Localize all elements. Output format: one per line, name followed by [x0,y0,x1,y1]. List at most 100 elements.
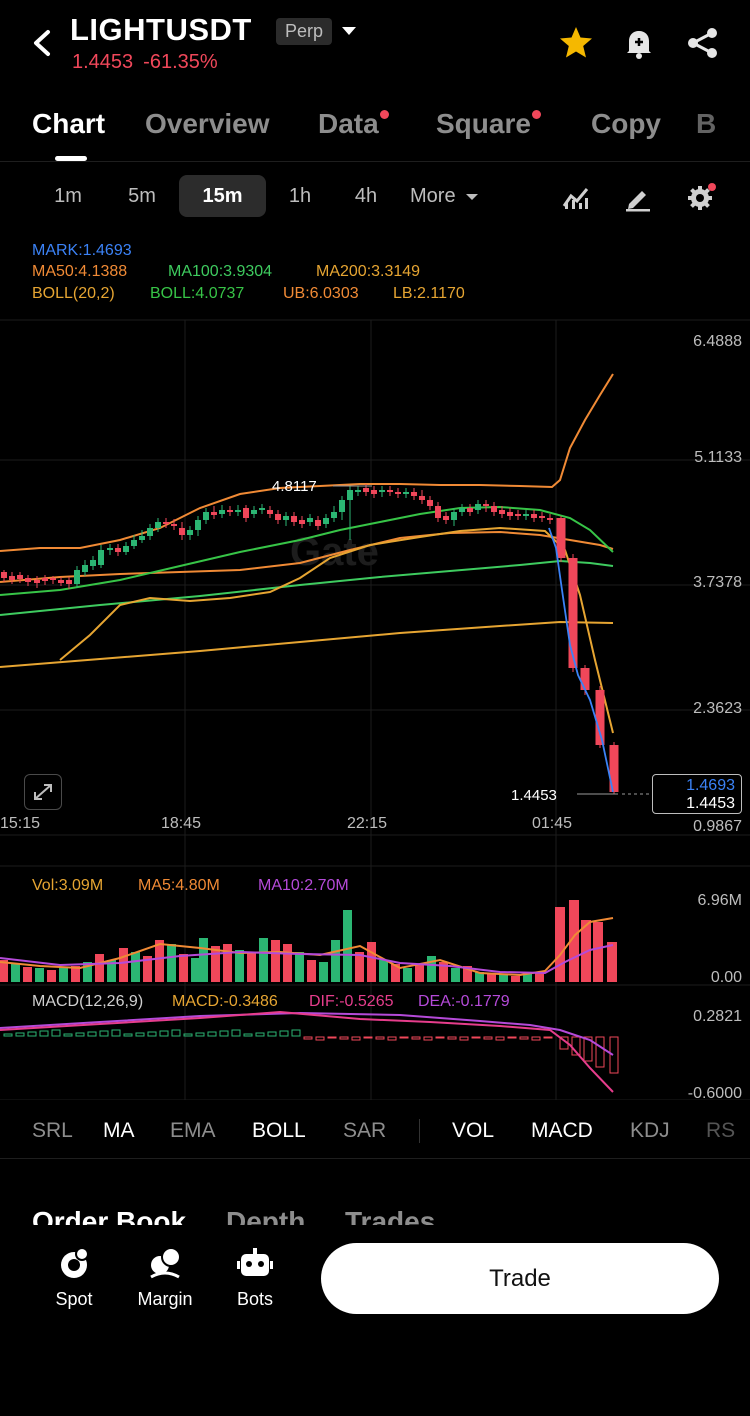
tab-data[interactable]: Data [318,108,389,140]
macd-bar [363,1036,373,1039]
margin-button[interactable]: Margin [125,1245,205,1310]
volume-bar [367,942,376,982]
indicator-selector: SRL MA EMA BOLL SAR VOL MACD KDJ RS [0,1103,750,1159]
volume-bar [191,958,200,982]
tab-copy[interactable]: Copy [591,108,661,139]
settings-gear-icon[interactable] [686,182,716,212]
macd-axis-bottom: -0.6000 [687,1085,742,1102]
indicator-rsi[interactable]: RS [706,1119,736,1142]
indicator-chart-icon[interactable] [561,182,591,212]
vol-ma5-legend: MA5:4.80M [138,877,220,894]
macd-bar [111,1029,121,1037]
candle-body [475,504,481,510]
ma100-legend: MA100:3.9304 [168,263,273,280]
volume-bar [199,938,208,982]
candle-body [467,508,473,512]
candle-body [491,506,497,512]
tab-chart[interactable]: Chart [32,108,106,139]
candle-body [155,522,161,528]
vol-legend: Vol:3.09M [32,877,104,894]
trade-button[interactable]: Trade [321,1243,719,1314]
timeframe-1m[interactable]: 1m [54,185,82,207]
candle-body [171,524,177,526]
volume-bar [343,910,352,982]
macd-bar [291,1029,301,1037]
vol-axis-bottom: 0.00 [710,969,742,986]
price-axis-label: 0.9867 [693,818,742,835]
indicator-ma[interactable]: MA [103,1119,135,1142]
symbol-title[interactable]: LIGHTUSDT [70,12,252,47]
macd-bar [159,1030,169,1037]
indicator-boll[interactable]: BOLL [252,1119,306,1142]
macd-bar [147,1031,157,1037]
macd-bar [255,1032,265,1037]
candle-body [299,520,305,524]
indicator-macd[interactable]: MACD [531,1119,593,1142]
tab-overview[interactable]: Overview [145,108,270,139]
timeframe-1h[interactable]: 1h [288,185,312,207]
timeframe-15m[interactable]: 15m [179,175,266,217]
candle-body [483,504,489,506]
fullscreen-expand-button[interactable] [24,774,62,810]
back-arrow-icon[interactable] [30,28,56,58]
volume-bar [143,956,152,982]
bell-alert-icon[interactable] [620,24,658,62]
candle-body [580,668,590,690]
candle-body [556,518,566,558]
volume-bar [391,964,400,982]
volume-bar [47,970,56,982]
volume-bar [107,960,116,982]
volume-bar [35,968,44,982]
indicator-ema[interactable]: EMA [170,1119,216,1142]
macd-bar [351,1036,361,1041]
candle-body [275,514,281,520]
candle-body [179,528,185,535]
macd-bar [207,1031,217,1037]
volume-bar [451,968,460,982]
candle-body [123,546,129,552]
indicator-sar[interactable]: SAR [343,1119,387,1142]
tab-square[interactable]: Square [436,108,541,140]
candle-body [419,496,425,500]
spot-label: Spot [55,1289,93,1309]
tab-more-truncated[interactable]: B [696,108,717,139]
macd-bar [51,1029,61,1037]
share-icon[interactable] [684,24,722,62]
chevron-down-icon[interactable] [340,25,358,37]
volume-bar [211,946,220,982]
candle-body [131,540,137,546]
spot-button[interactable]: Spot [34,1245,114,1310]
macd-bar [303,1036,313,1040]
macd-bar [267,1031,277,1037]
volume-bar [439,962,448,982]
indicator-srl[interactable]: SRL [32,1119,73,1142]
candle-body [74,570,80,584]
macd-bar [63,1033,73,1037]
candle-body [395,492,401,494]
candlestick-chart[interactable]: Gate 4.8117 1.4453 [0,0,750,1100]
mark-price-line [548,527,614,793]
indicator-kdj[interactable]: KDJ [630,1119,670,1142]
candle-body [139,536,145,540]
candle-body [187,530,193,535]
timeframe-5m[interactable]: 5m [128,185,156,207]
bots-button[interactable]: Bots [215,1245,295,1310]
timeframe-more[interactable]: More [410,175,500,217]
timeframe-4h[interactable]: 4h [354,185,378,207]
volume-bar [95,954,104,982]
star-favorite-icon[interactable] [557,24,595,62]
candle-body [459,508,465,512]
active-tab-indicator [55,156,87,161]
macd-bar [327,1036,337,1039]
macd-bar [423,1036,433,1041]
mark-price-value: 1.4693 [686,777,735,794]
volume-bar [83,962,92,982]
volume-bar [535,972,544,982]
macd-bar [583,1036,593,1062]
volume-bar [593,922,603,982]
indicator-vol[interactable]: VOL [452,1119,495,1142]
macd-bar [15,1032,25,1037]
notification-dot [379,110,389,119]
low-price-label: 1.4453 [511,787,557,804]
draw-pen-icon[interactable] [623,182,653,212]
